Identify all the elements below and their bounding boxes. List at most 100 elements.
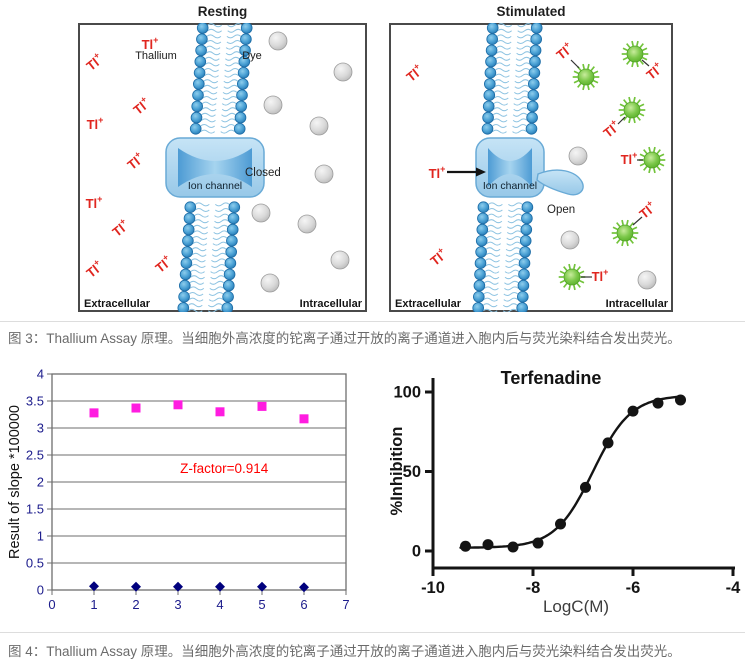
membrane-lipid-head xyxy=(520,223,533,236)
x-tick-label: -8 xyxy=(526,579,541,597)
y-tick-label: 1 xyxy=(37,529,44,544)
y-tick-label: 4 xyxy=(37,367,44,382)
fit-curve xyxy=(459,395,684,549)
dye-circle xyxy=(309,116,329,136)
membrane-lipid-head xyxy=(234,111,247,124)
ion-channel-open xyxy=(447,137,584,198)
membrane-lipid-head xyxy=(485,44,498,57)
dye-label: Dye xyxy=(242,50,262,62)
intracellular-label: Intracellular xyxy=(300,298,363,310)
membrane-lipid-head xyxy=(177,302,190,312)
membrane-lipid-head xyxy=(225,246,238,258)
ion-dye-bond xyxy=(641,59,650,67)
membrane-lipid-head xyxy=(519,246,531,258)
resting-diagram: Tl+Tl+Tl+Tl+Tl+Tl+Tl+Tl+ Tl+ Thallium Dye… xyxy=(78,23,367,312)
data-point-square xyxy=(89,408,99,418)
channel-state-label: Closed xyxy=(245,167,281,179)
x-tick-label: 2 xyxy=(132,597,139,612)
membrane-lipid-head xyxy=(518,268,530,281)
membrane-lipid-head xyxy=(228,201,241,214)
membrane-lipid-head xyxy=(191,100,203,113)
dye-circle xyxy=(637,270,657,290)
membrane-lipid-head xyxy=(472,302,484,312)
membrane-lipid-head xyxy=(240,23,253,34)
membrane-lipid-head xyxy=(484,78,496,90)
x-tick-label: 3 xyxy=(174,597,181,612)
membrane-lipid-head xyxy=(190,111,203,124)
membrane-lipid-head xyxy=(474,257,487,270)
x-tick-label: 1 xyxy=(90,597,97,612)
membrane xyxy=(177,23,253,312)
membrane-lipid-head xyxy=(240,33,252,46)
resting-panel-title: Resting xyxy=(197,4,248,19)
membrane-lipid-head xyxy=(473,290,485,303)
membrane-lipid-head xyxy=(486,23,499,34)
z-factor-annotation: Z-factor=0.914 xyxy=(180,461,269,476)
data-point-diamond xyxy=(131,581,141,592)
membrane-lipid-head xyxy=(517,290,529,303)
membrane-lipid-head xyxy=(178,290,190,303)
membrane-lipid-head xyxy=(481,123,494,135)
x-tick-label: -6 xyxy=(626,579,641,597)
data-point-diamond xyxy=(215,581,225,592)
data-point-square xyxy=(257,401,267,411)
x-tick-label: 4 xyxy=(216,597,223,612)
data-point-diamond xyxy=(257,581,267,592)
dye-circle xyxy=(268,31,288,51)
ion-dye-bond xyxy=(617,116,626,125)
data-point xyxy=(580,481,591,493)
membrane-lipid-head xyxy=(516,302,528,312)
membrane-lipid-head xyxy=(223,279,235,292)
data-point xyxy=(652,397,664,409)
y-tick-label: 2.5 xyxy=(26,448,44,463)
stimulated-diagram: Tl+Tl+Tl+Tl+Tl+Tl+Tl+Tl+Tl+ Ion channel … xyxy=(389,23,673,312)
membrane-lipid-head xyxy=(484,66,497,79)
membrane-lipid-head xyxy=(529,55,541,68)
data-point xyxy=(460,540,471,552)
x-tick-label: 7 xyxy=(342,597,349,612)
membrane-lipid-head xyxy=(184,201,197,214)
membrane-lipid-head xyxy=(528,66,541,79)
membrane xyxy=(472,23,543,312)
dye-circle xyxy=(263,95,283,115)
data-point xyxy=(627,405,639,417)
fluorescent-dye-icon xyxy=(611,219,639,247)
membrane-lipid-head xyxy=(526,100,539,113)
membrane-lipid-head xyxy=(222,290,234,303)
x-tick-label: 0 xyxy=(48,597,55,612)
membrane-lipid-head xyxy=(182,223,195,236)
data-point-square xyxy=(131,403,141,413)
y-tick-label: 0.5 xyxy=(26,556,44,571)
dye-particles xyxy=(558,40,666,291)
membrane-lipid-head xyxy=(526,111,538,124)
membrane-lipid-head xyxy=(477,201,490,214)
channel-pore xyxy=(488,148,532,187)
channel-pore xyxy=(178,148,252,187)
figure3-image-edge xyxy=(0,321,745,322)
membrane-lipid-head xyxy=(193,78,205,90)
dye-circle xyxy=(314,164,334,184)
dose-response-chart: 0 50 100 -10 -8 -6 -4 Terfenadine %Inhibition Log… xyxy=(388,368,741,616)
y-tick-label: 100 xyxy=(393,384,421,402)
figure4-caption: 图 4：Thallium Assay 原理。当细胞外高浓度的铊离子通过开放的离子… xyxy=(8,644,681,659)
ion-channel-closed xyxy=(165,137,265,198)
y-tick-label: 50 xyxy=(403,463,421,481)
membrane-lipid-head xyxy=(517,279,530,292)
membrane-lipid-head xyxy=(223,268,236,281)
membrane-lipid-head xyxy=(192,89,204,101)
membrane-lipid-head xyxy=(475,235,488,247)
ion-channel-label: Ion channel xyxy=(483,180,537,192)
y-tick-label: 0 xyxy=(37,583,44,598)
stimulated-panel-title: Stimulated xyxy=(496,4,566,19)
data-point-diamond xyxy=(299,582,309,593)
membrane-lipid-head xyxy=(473,279,486,292)
membrane-lipid-head xyxy=(227,212,240,225)
membrane-lipid-head xyxy=(530,23,543,34)
ion-dye-bond xyxy=(570,59,580,69)
data-point-square xyxy=(299,414,309,424)
membrane-lipid-head xyxy=(195,44,207,57)
x-tick-label: -10 xyxy=(421,579,445,597)
data-point xyxy=(507,541,519,553)
dye-circle xyxy=(333,62,353,82)
membrane-lipid-head xyxy=(528,78,540,90)
